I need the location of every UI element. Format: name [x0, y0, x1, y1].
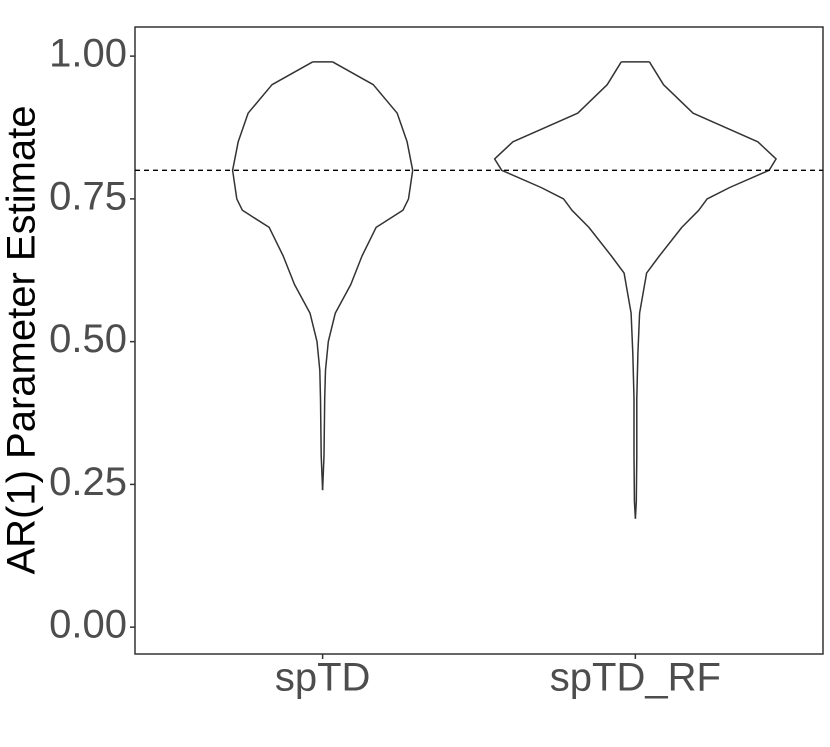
y-tick-label: 0.25 [49, 460, 127, 504]
y-tick-label: 0.75 [49, 174, 127, 218]
y-tick-label: 0.50 [49, 317, 127, 361]
violin-half [493, 61, 637, 519]
violin-half [231, 61, 324, 491]
y-axis-label: AR(1) Parameter Estimate [0, 105, 44, 574]
y-tick-label: 0.00 [49, 603, 127, 647]
y-tick-label: 1.00 [49, 32, 127, 76]
violin-half [634, 61, 777, 519]
plot-frame [134, 26, 824, 655]
x-tick-label: spTD_RF [550, 656, 721, 700]
x-tick-label: spTD [275, 656, 371, 700]
violin-half [321, 61, 414, 491]
